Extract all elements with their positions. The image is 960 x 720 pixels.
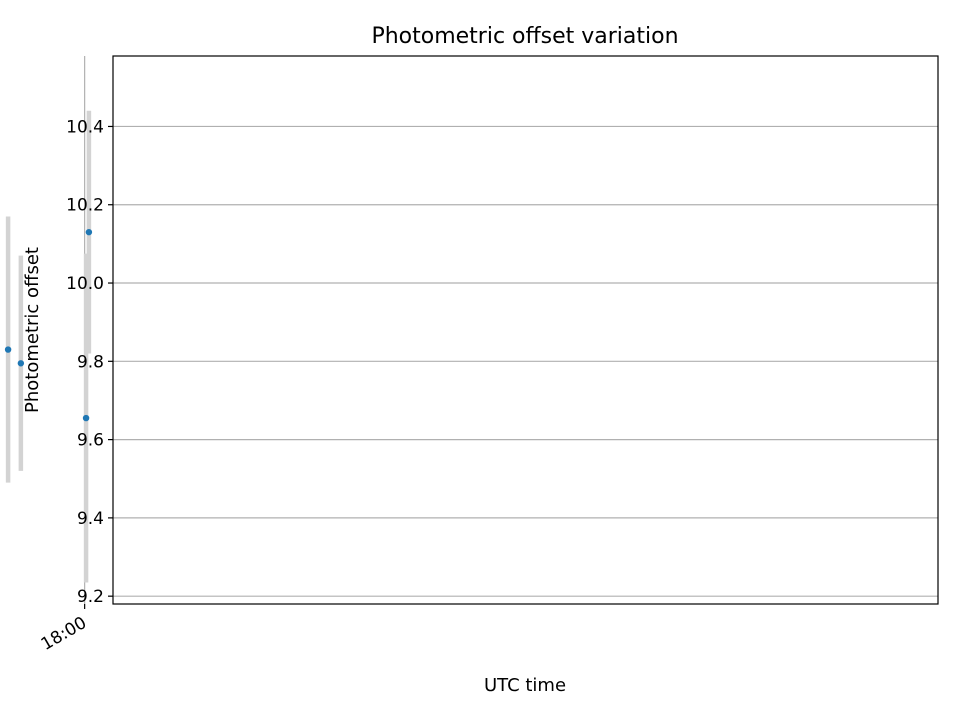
plot-area (113, 56, 938, 604)
y-tick-label: 10.2 (66, 196, 104, 216)
y-axis-label: Photometric offset (22, 247, 43, 413)
data-points (4, 228, 93, 422)
y-tick-label: 9.2 (77, 587, 104, 607)
grid-lines (84, 56, 938, 604)
y-axis-ticks: 9.2 9.4 9.6 9.8 10.0 10.2 10.4 (66, 117, 113, 607)
data-point (4, 346, 12, 353)
data-point (82, 414, 90, 422)
chart-title: Photometric offset variation (371, 24, 678, 49)
y-tick-label: 10.0 (66, 274, 104, 294)
y-tick-label: 10.4 (66, 117, 104, 137)
plot-frame (112, 55, 939, 605)
x-axis-label: UTC time (484, 675, 566, 696)
y-tick-label: 9.4 (77, 509, 104, 529)
y-tick-label: 9.8 (77, 352, 104, 372)
data-point (17, 360, 25, 367)
y-tick-label: 9.6 (77, 431, 104, 451)
data-point (85, 228, 93, 236)
